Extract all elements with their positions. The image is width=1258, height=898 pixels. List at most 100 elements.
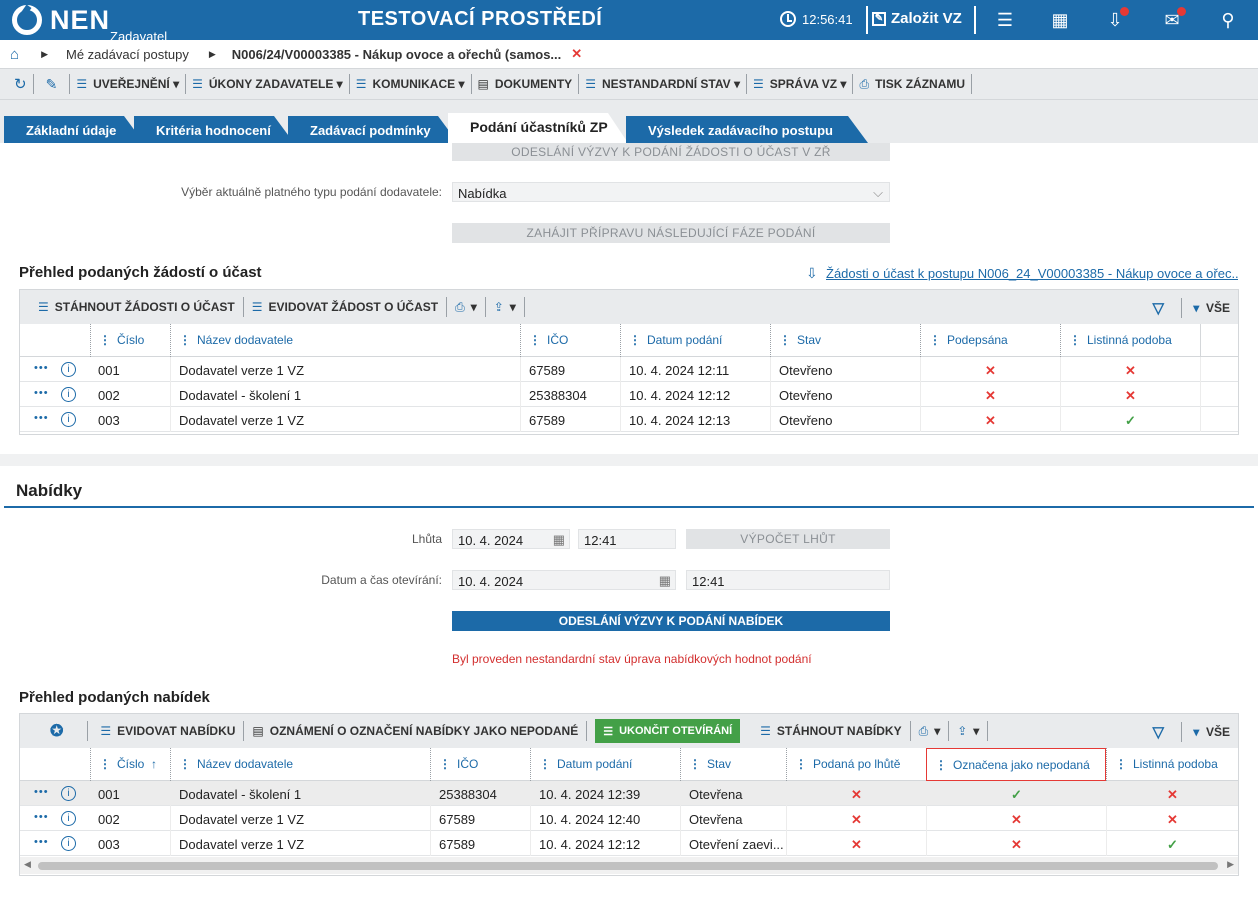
more-icon[interactable]: ••• xyxy=(34,362,49,374)
start-next-phase-button[interactable]: ZAHÁJIT PŘÍPRAVU NÁSLEDUJÍCÍ FÁZE PODÁNÍ xyxy=(452,223,890,243)
table-row[interactable]: ••• i 003 Dodavatel verze 1 VZ 67589 10. … xyxy=(20,831,1238,856)
column-header-ico[interactable]: ⋮ IČO xyxy=(520,324,620,357)
table-row[interactable]: ••• i 001 Dodavatel - školení 1 25388304 … xyxy=(20,781,1238,806)
column-header-cislo[interactable]: ⋮ Číslo xyxy=(90,324,170,357)
info-icon[interactable]: i xyxy=(61,836,76,851)
print-dropdown[interactable]: ⎙ ▾ xyxy=(447,297,486,317)
create-vz-button[interactable]: ✎ Založit VZ xyxy=(872,10,962,27)
refresh-button[interactable]: ↻ xyxy=(0,74,34,94)
info-icon[interactable]: i xyxy=(61,786,76,801)
info-icon[interactable]: i xyxy=(61,387,76,402)
calculate-deadlines-button[interactable]: VÝPOČET LHŮT xyxy=(686,529,890,549)
finish-opening-button[interactable]: ☰ UKONČIT OTEVÍRÁNÍ xyxy=(595,719,741,743)
column-header-stav[interactable]: ⋮ Stav xyxy=(680,748,786,781)
menu-dokumenty-label: DOKUMENTY xyxy=(494,77,573,91)
deadline-time-input[interactable]: 12:41 xyxy=(578,529,676,549)
cross-icon: ✕ xyxy=(786,806,926,831)
info-icon[interactable]: i xyxy=(61,412,76,427)
column-header-label: Název dodavatele xyxy=(197,333,294,347)
tab-zakladni-udaje[interactable]: Základní údaje xyxy=(4,116,144,143)
info-icon[interactable]: i xyxy=(61,811,76,826)
tab-vysledek[interactable]: Výsledek zadávacího postupu xyxy=(626,116,868,143)
menu-icon[interactable]: ☰ xyxy=(996,10,1014,30)
scroll-left-icon[interactable]: ◀ xyxy=(24,859,31,869)
list-icon: ☰ xyxy=(760,724,771,738)
applications-download-link[interactable]: Žádosti o účast k postupu N006_24_V00003… xyxy=(826,266,1238,281)
scrollbar-thumb[interactable] xyxy=(38,862,1218,870)
cell-filler xyxy=(1200,357,1238,382)
home-icon[interactable]: ⌂ xyxy=(10,45,20,63)
tab-kriteria[interactable]: Kritéria hodnocení xyxy=(134,116,294,143)
column-header-datum[interactable]: ⋮ Datum podání xyxy=(530,748,680,781)
column-header-stav[interactable]: ⋮ Stav xyxy=(770,324,920,357)
column-header-podepsana[interactable]: ⋮ Podepsána xyxy=(920,324,1060,357)
download-applications-button[interactable]: ☰ STÁHNOUT ŽÁDOSTI O ÚČAST xyxy=(20,297,244,317)
offers-section-title: Nabídky xyxy=(16,481,83,500)
column-header-not-submitted[interactable]: ⋮ Označena jako nepodaná xyxy=(926,748,1106,781)
more-icon[interactable]: ••• xyxy=(34,836,49,848)
submission-type-select[interactable]: Nabídka ⌵ xyxy=(452,182,890,202)
filter-icon[interactable]: ▽ xyxy=(1152,724,1164,741)
more-icon[interactable]: ••• xyxy=(34,387,49,399)
register-application-button[interactable]: ☰ EVIDOVAT ŽÁDOST O ÚČAST xyxy=(244,297,448,317)
table-row[interactable]: ••• i 002 Dodavatel - školení 1 25388304 … xyxy=(20,382,1238,407)
menu-ukony-label: ÚKONY ZADAVATELE xyxy=(208,77,334,91)
info-icon[interactable]: i xyxy=(61,362,76,377)
menu-tisk[interactable]: ⎙ TISK ZÁZNAMU xyxy=(853,74,973,94)
print-dropdown[interactable]: ⎙ ▾ xyxy=(911,721,950,741)
deadline-date-input[interactable]: 10. 4. 2024 ▦ xyxy=(452,529,570,549)
column-header-late[interactable]: ⋮ Podaná po lhůtě xyxy=(786,748,926,781)
menu-dokumenty[interactable]: ▤ DOKUMENTY xyxy=(472,74,580,94)
opening-date-input[interactable]: 10. 4. 2024 ▦ xyxy=(452,570,676,590)
offers-grid-header: ⋮ Číslo ↑ ⋮ Název dodavatele ⋮ IČO ⋮ Datum p… xyxy=(20,748,1238,781)
more-icon[interactable]: ••• xyxy=(34,786,49,798)
column-header-listinna[interactable]: ⋮ Listinná podoba xyxy=(1060,324,1200,357)
column-header-datum[interactable]: ⋮ Datum podání xyxy=(620,324,770,357)
table-row[interactable]: ••• i 002 Dodavatel verze 1 VZ 67589 10. … xyxy=(20,806,1238,831)
register-offer-button[interactable]: ☰ EVIDOVAT NABÍDKU xyxy=(88,721,245,741)
user-icon[interactable]: ⚲ xyxy=(1221,10,1235,30)
more-icon[interactable]: ••• xyxy=(34,811,49,823)
edit-button[interactable]: ✎ xyxy=(34,74,71,94)
horizontal-scrollbar[interactable]: ◀ ▶ xyxy=(20,857,1238,874)
view-all-dropdown[interactable]: ▾ VŠE xyxy=(1193,725,1230,739)
menu-uverejneni[interactable]: ☰ UVEŘEJNĚNÍ ▾ xyxy=(70,74,187,94)
download-offers-button[interactable]: ☰ STÁHNOUT NABÍDKY xyxy=(748,721,911,741)
award-button[interactable]: ✪ xyxy=(20,721,89,741)
cell-datum: 10. 4. 2024 12:40 xyxy=(530,806,680,831)
notice-not-submitted-button[interactable]: ▤ OZNÁMENÍ O OZNAČENÍ NABÍDKY JAKO NEPODA… xyxy=(244,721,588,741)
calculator-icon[interactable]: ▦ xyxy=(1051,10,1069,30)
column-header-listinna[interactable]: ⋮ Listinná podoba xyxy=(1106,748,1238,781)
column-header-cislo[interactable]: ⋮ Číslo ↑ xyxy=(90,748,170,781)
more-icon[interactable]: ••• xyxy=(34,412,49,424)
table-row[interactable]: ••• i 003 Dodavatel verze 1 VZ 67589 10. … xyxy=(20,407,1238,432)
breadcrumb-my-procedures[interactable]: Mé zadávací postupy xyxy=(65,46,189,62)
mail-icon[interactable]: ✉ xyxy=(1164,10,1180,30)
menu-komunikace[interactable]: ☰ KOMUNIKACE ▾ xyxy=(350,74,472,94)
nen-logo[interactable]: NEN Zadavatel xyxy=(0,5,280,44)
send-offer-invite-button[interactable]: ODESLÁNÍ VÝZVY K PODÁNÍ NABÍDEK xyxy=(452,611,890,631)
column-header-nazev[interactable]: ⋮ Název dodavatele xyxy=(170,748,430,781)
menu-nestandardni[interactable]: ☰ NESTANDARDNÍ STAV ▾ xyxy=(579,74,747,94)
breadcrumb-current[interactable]: N006/24/V00003385 - Nákup ovoce a ořechů… xyxy=(231,46,562,62)
menu-ukony[interactable]: ☰ ÚKONY ZADAVATELE ▾ xyxy=(186,74,350,94)
send-participation-invite-button[interactable]: ODESLÁNÍ VÝZVY K PODÁNÍ ŽÁDOSTI O ÚČAST … xyxy=(452,143,890,161)
header-divider xyxy=(866,6,868,34)
opening-time-input[interactable]: 12:41 xyxy=(686,570,890,590)
export-dropdown[interactable]: ⇪ ▾ xyxy=(486,297,525,317)
column-header-ico[interactable]: ⋮ IČO xyxy=(430,748,530,781)
view-all-dropdown[interactable]: ▾ VŠE xyxy=(1193,301,1230,315)
table-row[interactable]: ••• i 001 Dodavatel verze 1 VZ 67589 10. … xyxy=(20,357,1238,382)
calendar-icon[interactable]: ▦ xyxy=(658,573,671,588)
tab-podani-ucastniku[interactable]: Podání účastníků ZP xyxy=(448,113,628,143)
calendar-icon[interactable]: ▦ xyxy=(552,532,565,547)
close-icon[interactable]: ✕ xyxy=(571,46,583,61)
filter-icon[interactable]: ▽ xyxy=(1152,300,1164,317)
inbox-icon[interactable]: ⇩ xyxy=(1107,10,1123,30)
cell-stav: Otevřena xyxy=(680,806,786,831)
menu-sprava[interactable]: ☰ SPRÁVA VZ ▾ xyxy=(747,74,854,94)
column-header-nazev[interactable]: ⋮ Název dodavatele xyxy=(170,324,520,357)
tab-zadavaci-podminky[interactable]: Zadávací podmínky xyxy=(288,116,458,143)
scroll-right-icon[interactable]: ▶ xyxy=(1227,859,1234,869)
export-dropdown[interactable]: ⇪ ▾ xyxy=(949,721,989,741)
